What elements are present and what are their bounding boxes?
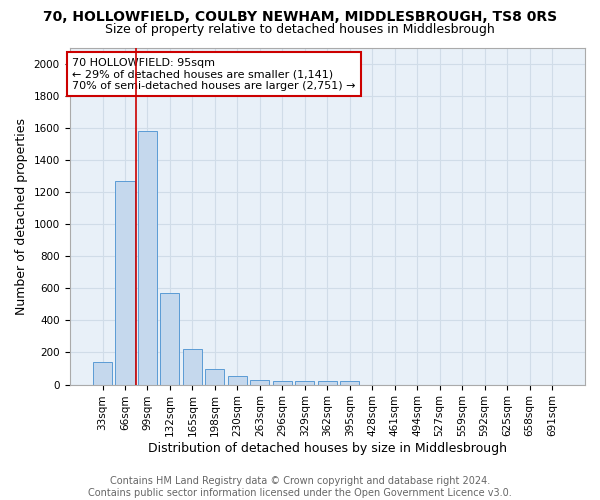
Bar (250, 380, 269, 384)
Text: 70, HOLLOWFIELD, COULBY NEWHAM, MIDDLESBROUGH, TS8 0RS: 70, HOLLOWFIELD, COULBY NEWHAM, MIDDLESB… (43, 10, 557, 24)
Bar (115, 180, 134, 384)
Bar (228, 376, 247, 384)
Bar (273, 382, 292, 384)
Bar (318, 382, 337, 384)
Bar (340, 382, 359, 384)
Bar (160, 293, 179, 384)
Text: Size of property relative to detached houses in Middlesbrough: Size of property relative to detached ho… (105, 22, 495, 36)
Text: Contains HM Land Registry data © Crown copyright and database right 2024.
Contai: Contains HM Land Registry data © Crown c… (88, 476, 512, 498)
Bar (93, 362, 112, 384)
Bar (183, 350, 202, 384)
Bar (295, 382, 314, 384)
Bar (138, 131, 157, 384)
X-axis label: Distribution of detached houses by size in Middlesbrough: Distribution of detached houses by size … (148, 442, 507, 455)
Bar (205, 368, 224, 384)
Y-axis label: Number of detached properties: Number of detached properties (15, 118, 28, 314)
Text: 70 HOLLOWFIELD: 95sqm
← 29% of detached houses are smaller (1,141)
70% of semi-d: 70 HOLLOWFIELD: 95sqm ← 29% of detached … (72, 58, 356, 91)
